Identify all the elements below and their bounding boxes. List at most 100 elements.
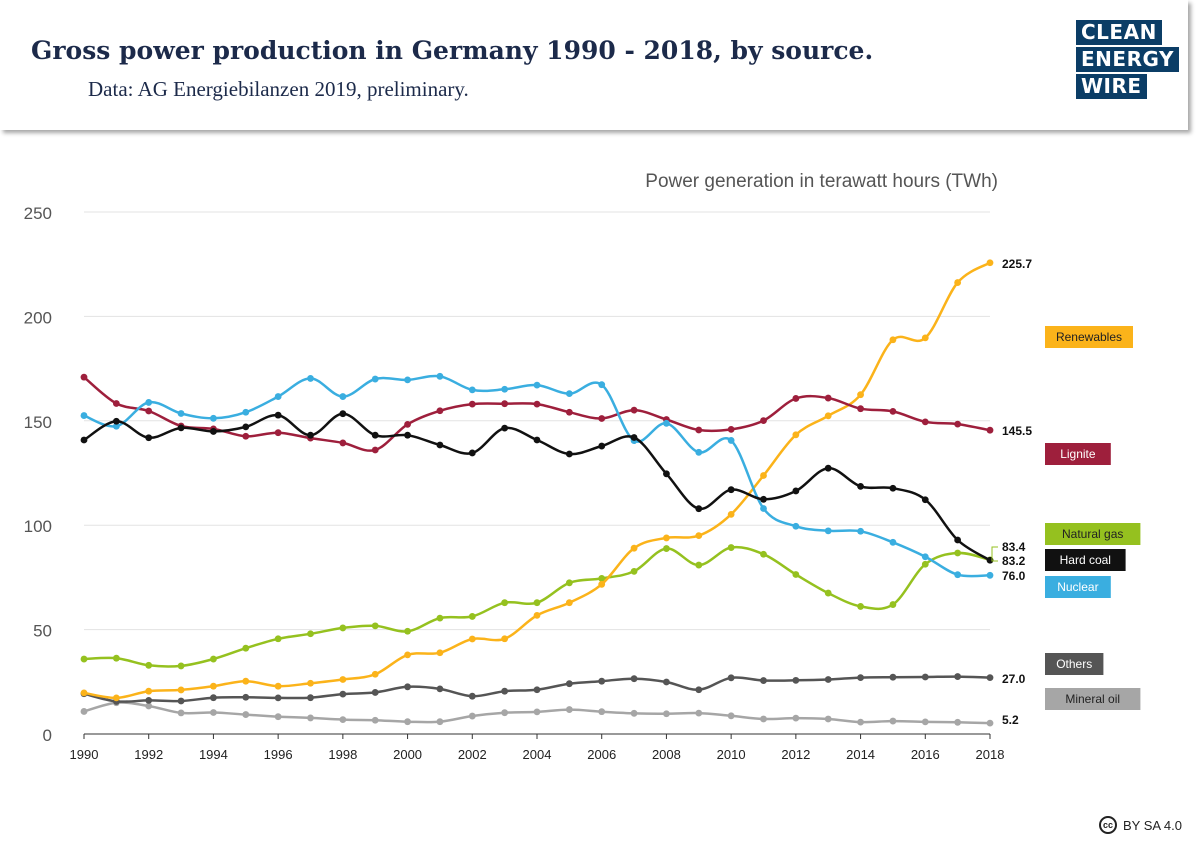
data-point	[371, 670, 379, 678]
data-point	[598, 677, 606, 685]
end-value-label: 83.2	[1002, 554, 1026, 568]
data-point	[695, 686, 703, 694]
license-text: BY SA 4.0	[1122, 817, 1182, 833]
data-point	[371, 622, 379, 630]
legend-swatch	[1045, 653, 1104, 675]
data-point	[436, 685, 444, 693]
data-point	[80, 655, 88, 663]
legend-swatch	[1045, 443, 1111, 465]
data-point	[565, 680, 573, 688]
data-point	[921, 418, 929, 426]
series-natural-gas	[80, 544, 994, 670]
data-point	[371, 431, 379, 439]
legend-label: Natural gas	[1062, 527, 1123, 541]
x-tick-label: 1990	[70, 747, 99, 762]
data-point	[565, 706, 573, 713]
data-point	[404, 651, 411, 659]
data-point	[533, 686, 541, 694]
legend-label: Others	[1056, 657, 1092, 671]
series-hard-coal	[80, 410, 994, 564]
legend-item-mineral-oil: Mineral oil	[1045, 688, 1141, 710]
data-point	[339, 690, 347, 698]
data-point	[274, 393, 282, 400]
x-tick-label: 2002	[458, 747, 487, 762]
data-point	[145, 702, 153, 710]
legend-label: Lignite	[1060, 447, 1096, 461]
legend-item-others: Others	[1045, 653, 1104, 675]
x-tick-label: 2016	[911, 747, 940, 762]
data-point	[889, 336, 897, 344]
data-point	[792, 395, 800, 402]
data-point	[857, 482, 864, 490]
clean-energy-wire-logo: CLEAN ENERGY WIRE	[1076, 20, 1179, 101]
x-tick-label: 2012	[781, 747, 810, 762]
data-point	[210, 655, 217, 663]
data-point	[727, 437, 735, 444]
cc-icon: cc	[1098, 816, 1117, 834]
data-point	[274, 429, 282, 437]
data-point	[565, 408, 573, 416]
data-point	[404, 627, 411, 635]
data-point	[210, 682, 217, 690]
data-point	[695, 709, 703, 717]
page-subtitle: Data: AG Energiebilanzen 2019, prelimina…	[88, 77, 469, 101]
data-point	[307, 375, 314, 382]
data-point	[339, 716, 347, 723]
data-point	[404, 431, 411, 439]
data-point	[663, 534, 670, 542]
data-point	[533, 400, 541, 408]
data-point	[371, 689, 379, 696]
x-tick-label: 1992	[134, 747, 163, 762]
data-point	[501, 635, 509, 643]
legend-label: Nuclear	[1057, 580, 1098, 594]
legend-item-nuclear: Nuclear	[1045, 576, 1111, 598]
data-point	[177, 410, 185, 417]
data-point	[792, 714, 800, 722]
data-point	[468, 613, 476, 620]
data-point	[760, 550, 767, 558]
y-tick-label: 100	[24, 517, 52, 536]
end-value-label: 76.0	[1002, 569, 1026, 583]
legend-item-lignite: Lignite	[1045, 443, 1111, 465]
data-point	[792, 522, 800, 530]
data-point	[630, 434, 638, 441]
header-banner: Gross power production in Germany 1990 -…	[0, 0, 1188, 130]
legend-swatch	[1045, 549, 1126, 571]
data-point	[404, 718, 411, 726]
data-point	[468, 635, 476, 643]
y-tick-label: 250	[24, 204, 52, 223]
series-lignite	[80, 373, 994, 454]
data-point	[663, 470, 670, 478]
data-point	[371, 446, 379, 454]
data-point	[177, 709, 185, 717]
label-bracket	[991, 546, 998, 562]
data-point	[824, 394, 832, 402]
logo-line: WIRE	[1076, 74, 1147, 99]
data-point	[307, 431, 314, 439]
data-point	[889, 601, 897, 608]
data-point	[112, 694, 120, 702]
end-value-label: 5.2	[1002, 713, 1019, 727]
legend-label: Hard coal	[1060, 553, 1111, 567]
data-point	[792, 676, 800, 684]
data-point	[663, 419, 670, 427]
data-point	[436, 441, 444, 449]
data-point	[307, 694, 314, 702]
data-point	[857, 674, 864, 682]
data-point	[404, 376, 411, 384]
data-point	[695, 532, 703, 540]
data-point	[145, 399, 153, 406]
x-tick-label: 2000	[393, 747, 422, 762]
data-point	[889, 673, 897, 681]
series-others	[80, 673, 994, 705]
data-point	[112, 417, 120, 425]
data-point	[986, 426, 994, 434]
x-tick-label: 2008	[652, 747, 681, 762]
data-point	[242, 408, 250, 416]
data-point	[468, 400, 476, 408]
data-point	[468, 449, 476, 457]
data-point	[339, 676, 347, 683]
data-point	[145, 407, 153, 415]
legend-item-hard-coal: Hard coal	[1045, 549, 1126, 571]
